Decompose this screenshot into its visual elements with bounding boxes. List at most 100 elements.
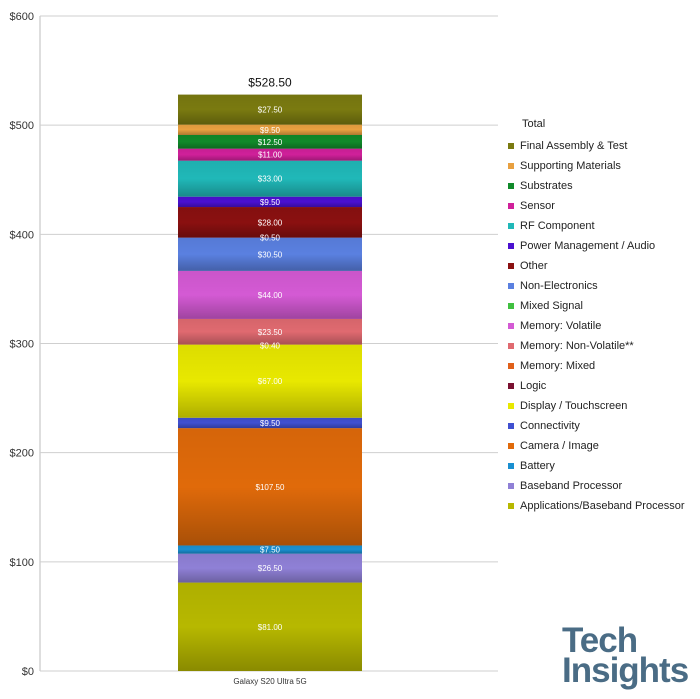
legend-swatch (508, 323, 514, 329)
legend-swatch (508, 303, 514, 309)
bar-segment-shading (178, 94, 362, 125)
bar-segment-shading (178, 545, 362, 554)
legend-item: Non-Electronics (508, 276, 684, 296)
legend-item: RF Component (508, 216, 684, 236)
segment-value-label: $9.50 (260, 198, 281, 207)
bar-segments (178, 94, 362, 671)
segment-value-label: $67.00 (258, 377, 283, 386)
x-axis-category-labels: Galaxy S20 Ultra 5G (233, 677, 306, 686)
bar-segment-shading (178, 417, 362, 429)
segment-value-label: $27.50 (258, 106, 283, 115)
legend-item: Applications/Baseband Processor (508, 496, 684, 516)
bar-segment-shading (178, 124, 362, 135)
segment-value-label: $12.50 (258, 138, 283, 147)
legend-label: Sensor (520, 200, 555, 212)
bar-segment-shading (178, 196, 362, 208)
bar-segment-shading (178, 270, 362, 319)
techinsights-logo: Tech Insights (562, 623, 689, 688)
legend-title: Total (522, 118, 546, 130)
legend-label: Memory: Non-Volatile** (520, 340, 634, 352)
bar-segment-shading (178, 148, 362, 161)
legend-label: Power Management / Audio (520, 240, 656, 252)
legend-swatch (508, 183, 514, 189)
legend-label: Display / Touchscreen (520, 400, 628, 412)
bar-segment-shading (178, 237, 362, 271)
segment-value-label: $44.00 (258, 291, 283, 300)
legend-item: Memory: Non-Volatile** (508, 336, 684, 356)
legend-swatch (508, 283, 514, 289)
legend-swatch (508, 483, 514, 489)
legend-label: Memory: Volatile (520, 320, 602, 332)
legend-swatch (508, 223, 514, 229)
segment-value-labels: $81.00 $26.50 $7.50 $107.50 $9.50 $67.00 $23.5… (248, 76, 292, 632)
legend-label: Applications/Baseband Processor (520, 500, 685, 512)
legend-swatch (508, 403, 514, 409)
segment-value-label: $28.00 (258, 218, 283, 227)
y-tick-label: $300 (10, 339, 34, 351)
legend-item: Memory: Mixed (508, 356, 684, 376)
legend: Total Final Assembly & Test Supporting Ma… (508, 116, 684, 516)
legend-swatch (508, 203, 514, 209)
legend-label: Logic (520, 380, 547, 392)
legend-item: Mixed Signal (508, 296, 684, 316)
y-tick-label: $0 (22, 666, 34, 678)
legend-label: Other (520, 260, 548, 272)
segment-value-label: $9.50 (260, 419, 281, 428)
legend-label: Substrates (520, 180, 573, 192)
segment-value-label: $0.40 (260, 342, 281, 351)
legend-item: Connectivity (508, 416, 684, 436)
bar-segment-shading (178, 207, 362, 238)
legend-swatch (508, 143, 514, 149)
legend-label: Mixed Signal (520, 300, 583, 312)
bar-segment-shading (178, 428, 362, 546)
legend-swatch (508, 243, 514, 249)
legend-swatch (508, 163, 514, 169)
bar-segment-shading (178, 344, 362, 418)
legend-label: Final Assembly & Test (520, 140, 628, 152)
segment-value-label: $26.50 (258, 564, 283, 573)
x-category-label: Galaxy S20 Ultra 5G (233, 677, 306, 686)
total-value-label: $528.50 (248, 76, 292, 90)
legend-item: Final Assembly & Test (508, 136, 684, 156)
y-tick-label: $600 (10, 11, 34, 23)
legend-label: Connectivity (520, 420, 580, 432)
bar-segment-shading (178, 553, 362, 583)
legend-swatch (508, 443, 514, 449)
segment-value-label: $30.50 (258, 250, 283, 259)
legend-item: Sensor (508, 196, 684, 216)
bar-segment-shading (178, 134, 362, 149)
legend-swatch (508, 503, 514, 509)
legend-swatch (508, 423, 514, 429)
legend-label: Baseband Processor (520, 480, 623, 492)
legend-label: Supporting Materials (520, 160, 621, 172)
legend-label: RF Component (520, 220, 595, 232)
legend-label: Non-Electronics (520, 280, 598, 292)
legend-item: Supporting Materials (508, 156, 684, 176)
bar-segment-shading (178, 582, 362, 671)
legend-item: Power Management / Audio (508, 236, 684, 256)
legend-swatch (508, 263, 514, 269)
logo-line-1: Tech (562, 621, 638, 660)
segment-value-label: $0.50 (260, 234, 281, 243)
segment-value-label: $81.00 (258, 623, 283, 632)
legend-item: Substrates (508, 176, 684, 196)
segment-value-label: $7.50 (260, 546, 281, 555)
legend-item: Battery (508, 456, 684, 476)
bar-segment-shading (178, 160, 362, 197)
legend-items: Final Assembly & Test Supporting Material… (508, 136, 684, 516)
legend-item: Camera / Image (508, 436, 684, 456)
bar-segment-shading (178, 318, 362, 345)
y-tick-label: $500 (10, 120, 34, 132)
legend-item: Baseband Processor (508, 476, 684, 496)
y-axis-tick-labels: $0 $100 $200 $300 $400 $500 $600 (10, 11, 34, 678)
y-tick-label: $400 (10, 229, 34, 241)
legend-item: Memory: Volatile (508, 316, 684, 336)
y-tick-label: $100 (10, 557, 34, 569)
segment-value-label: $11.00 (258, 151, 282, 160)
legend-item: Logic (508, 376, 684, 396)
legend-label: Memory: Mixed (520, 360, 596, 372)
legend-label: Battery (520, 460, 555, 472)
segment-value-label: $33.00 (258, 175, 283, 184)
legend-swatch (508, 343, 514, 349)
